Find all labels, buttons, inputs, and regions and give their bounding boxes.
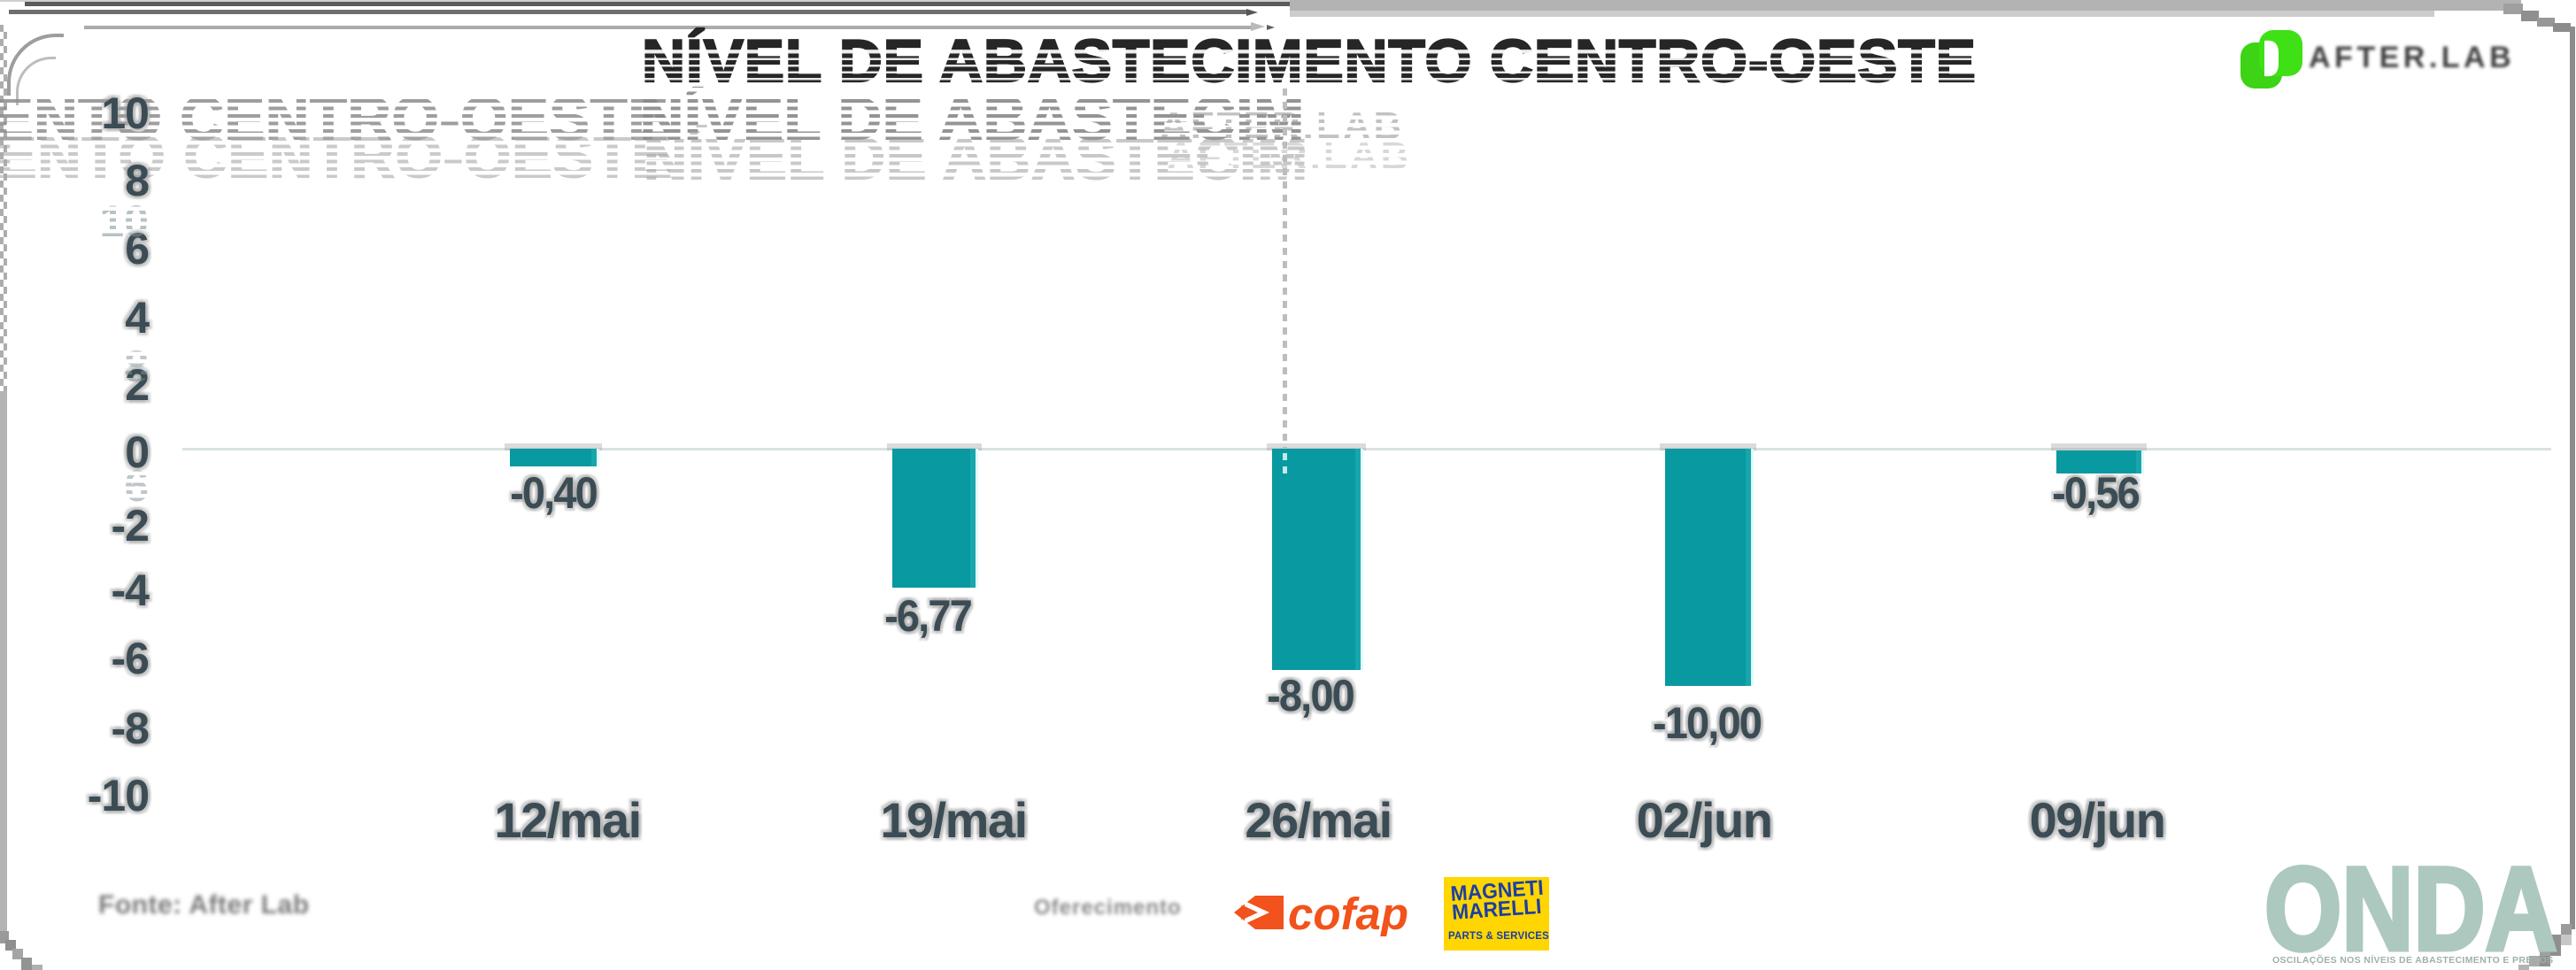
svg-text:cofap: cofap [1288, 892, 1408, 936]
